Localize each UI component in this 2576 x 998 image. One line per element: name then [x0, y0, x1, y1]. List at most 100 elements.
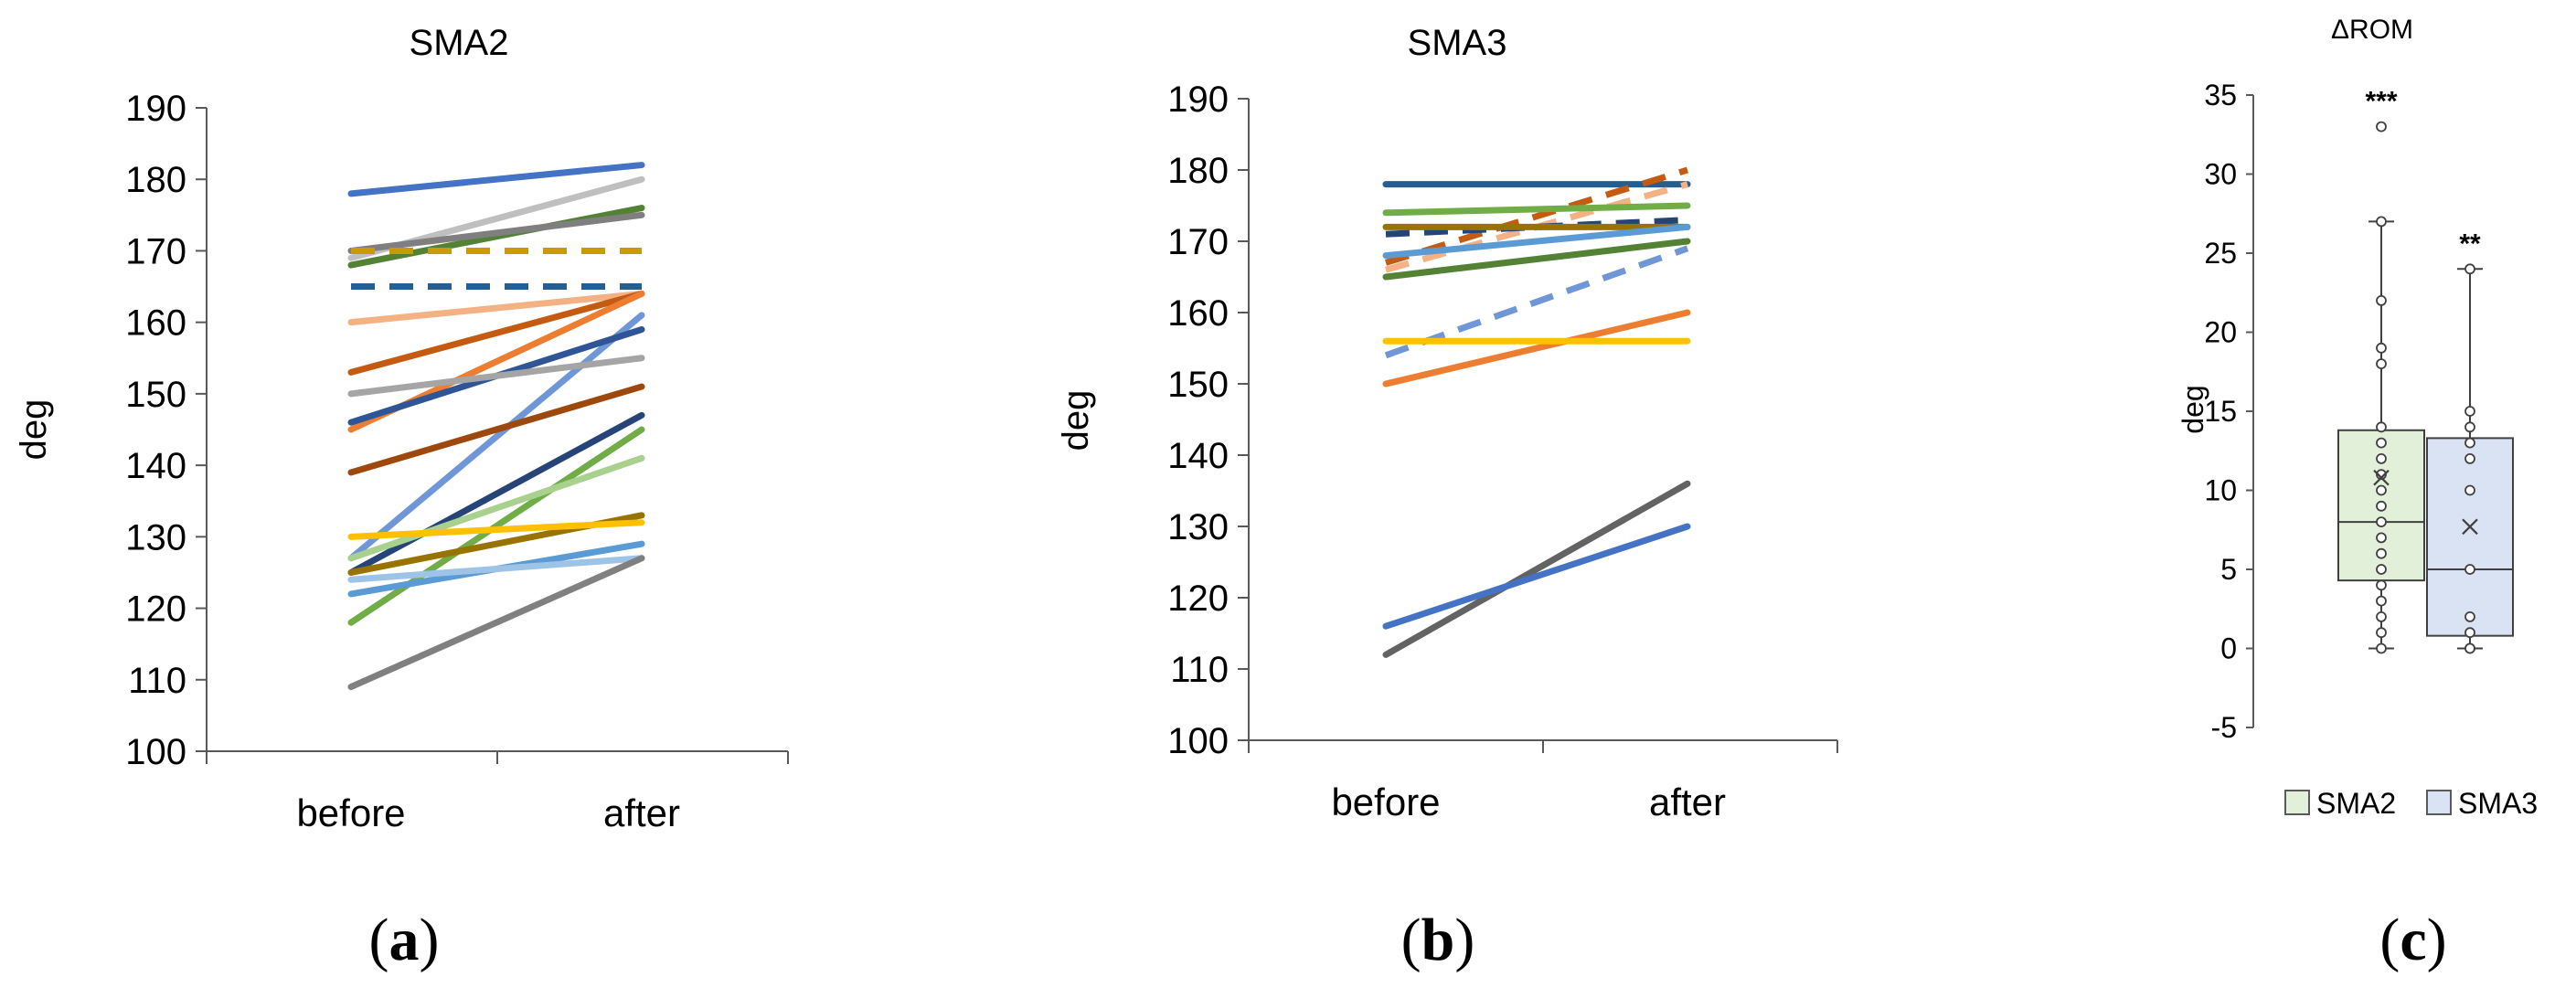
legend-label-sma2: SMA2	[2316, 787, 2396, 820]
panel-a-sma2-chart: SMA2 deg 100 110 120 130 140 150 160 170 180 190 b…	[14, 23, 789, 834]
panel-a-title: SMA2	[410, 23, 509, 63]
data-point	[2464, 421, 2475, 433]
data-point	[2376, 216, 2387, 228]
data-point	[2464, 452, 2475, 464]
c-y-tick-label: -5	[2211, 711, 2237, 744]
panel-c-boxes: *****	[2337, 87, 2514, 654]
data-point	[2464, 406, 2475, 417]
panel-label-b-letter: b	[1421, 907, 1455, 973]
box-iqr	[2426, 437, 2514, 637]
c-y-tick-label: 0	[2220, 632, 2237, 665]
panel-a-series	[347, 162, 645, 691]
panel-a-axes: 100 110 120 130 140 150 160 170 180 190 before afte…	[125, 89, 789, 834]
panel-b-title: SMA3	[1408, 23, 1507, 63]
a-y-tick-label: 130	[125, 517, 186, 557]
a-series-line-p20	[347, 555, 645, 583]
a-series-line-p12	[347, 355, 645, 398]
data-point	[2376, 532, 2387, 544]
panel-label-a-close: )	[420, 907, 440, 973]
b-series-line-p8	[1382, 238, 1691, 281]
box-sma2: ***	[2337, 87, 2425, 654]
panel-b-ylabel: deg	[1056, 390, 1096, 451]
data-point	[2376, 294, 2387, 306]
b-y-tick-label: 170	[1167, 222, 1229, 262]
a-y-tick-label: 120	[125, 589, 186, 630]
b-series-line-p13	[1382, 523, 1691, 630]
c-y-tick-label: 35	[2204, 79, 2237, 111]
panel-label-a-letter: a	[389, 907, 420, 973]
c-y-tick-label: 10	[2204, 474, 2237, 507]
a-series-line-p13	[347, 383, 645, 476]
panel-b-sma3-chart: SMA3 deg 100 110 120 130 140 150 160 170 180 190 b…	[1056, 23, 1838, 823]
panel-label-a-open: (	[369, 907, 389, 973]
legend-swatch-sma2	[2284, 790, 2310, 815]
c-y-tick-label: 5	[2220, 553, 2237, 586]
panel-label-b-close: )	[1454, 907, 1474, 973]
a-y-tick-label: 160	[125, 303, 186, 344]
data-point	[2376, 547, 2387, 559]
significance-label: **	[2459, 228, 2481, 259]
panel-label-c: (c)	[2379, 907, 2446, 973]
b-series-line-p4	[1382, 202, 1691, 217]
b-series-line-p9	[1384, 245, 1689, 359]
data-point	[2376, 484, 2387, 496]
a-series-line-p1	[347, 162, 645, 197]
b-y-tick-label: 110	[1170, 650, 1229, 690]
data-point	[2376, 358, 2387, 370]
b-y-tick-label: 120	[1167, 579, 1229, 619]
b-y-tick-label: 130	[1167, 507, 1229, 547]
b-series-line-p10	[1382, 309, 1691, 388]
data-point	[2464, 263, 2475, 275]
panel-label-b-open: (	[1401, 907, 1421, 973]
b-y-tick-label: 100	[1167, 721, 1229, 761]
data-point	[2376, 452, 2387, 464]
data-point	[2376, 595, 2387, 607]
mean-marker	[2373, 469, 2390, 486]
a-y-tick-label: 100	[125, 732, 186, 772]
data-point	[2464, 627, 2475, 639]
a-series-line-p21	[347, 555, 645, 691]
data-point	[2464, 642, 2475, 654]
a-x-tick-label: after	[603, 791, 680, 834]
a-y-tick-label: 180	[125, 160, 186, 200]
data-point	[2464, 564, 2475, 575]
significance-label: ***	[2365, 87, 2397, 117]
data-point	[2376, 611, 2387, 622]
a-y-tick-label: 110	[128, 661, 186, 701]
data-point	[2376, 437, 2387, 449]
panel-b-series	[1382, 166, 1691, 658]
data-point	[2376, 564, 2387, 575]
data-point	[2376, 121, 2387, 133]
mean-marker	[2462, 518, 2478, 536]
panel-c-axes: -5 0 5 10 15 20 25 30 35	[2204, 79, 2254, 744]
a-series-line-p4	[347, 211, 645, 254]
a-series-line-p3	[347, 205, 645, 269]
b-y-tick-label: 180	[1167, 151, 1229, 191]
a-series-line-p14	[347, 411, 645, 576]
a-x-tick-label: before	[296, 791, 405, 834]
c-y-tick-label: 30	[2204, 158, 2237, 191]
b-y-tick-label: 140	[1167, 436, 1229, 476]
a-series-line-p10	[347, 312, 645, 562]
data-point	[2464, 484, 2475, 496]
data-point	[2376, 500, 2387, 512]
b-series-line-p7	[1382, 223, 1691, 260]
b-y-tick-label: 160	[1167, 293, 1229, 334]
box-sma3: **	[2426, 228, 2514, 654]
data-point	[2376, 579, 2387, 591]
data-point	[2464, 437, 2475, 449]
panel-label-b: (b)	[1401, 907, 1475, 973]
data-point	[2376, 642, 2387, 654]
panel-c-legend: SMA2 SMA3	[2284, 787, 2538, 820]
a-y-tick-label: 150	[125, 375, 186, 415]
data-point	[2376, 627, 2387, 639]
b-y-tick-label: 150	[1167, 365, 1229, 405]
panel-label-c-close: )	[2427, 907, 2447, 973]
panel-c-ylabel: deg	[2177, 385, 2209, 433]
panel-a-ylabel: deg	[14, 399, 54, 461]
a-series-line-p18	[347, 519, 645, 540]
b-series-line-p5	[1385, 217, 1688, 238]
data-point	[2376, 516, 2387, 527]
